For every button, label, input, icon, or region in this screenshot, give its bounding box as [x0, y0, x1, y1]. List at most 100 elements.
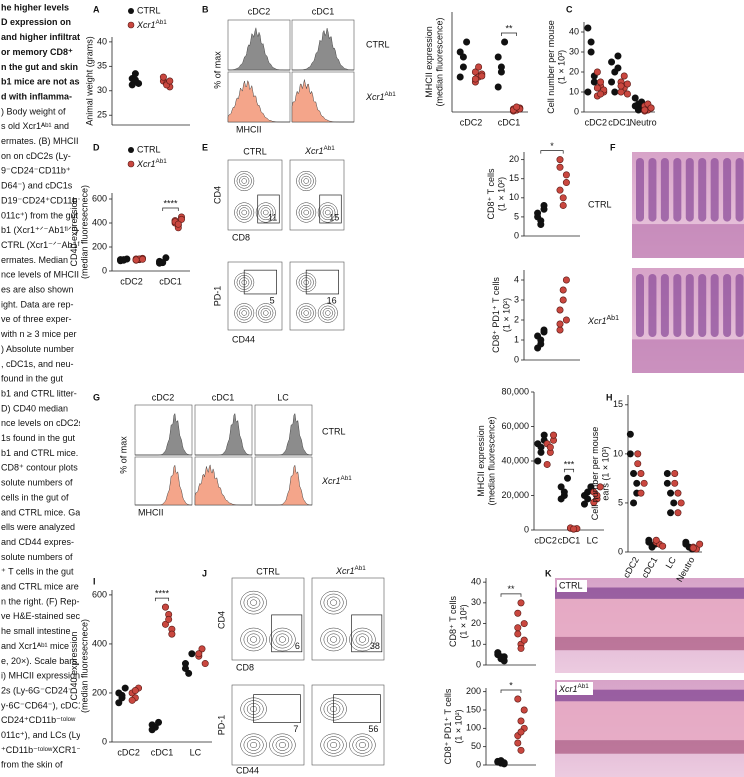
y-axis-label: ears (1 × 10³)	[600, 446, 610, 500]
contour	[326, 596, 341, 609]
y-tick-label: 20	[569, 66, 579, 76]
xcr1-point	[634, 450, 642, 458]
xcr1-point	[471, 75, 479, 83]
xcr1-name: Xcr1	[304, 146, 324, 156]
contour	[275, 739, 290, 751]
contour	[320, 204, 336, 221]
y-axis-label: CD40 expression	[69, 631, 79, 700]
histogram-frame	[254, 456, 313, 506]
contour	[330, 636, 338, 643]
contour	[322, 207, 333, 218]
villus	[660, 158, 669, 222]
xcr1-label: Xcr1Ab1	[587, 315, 619, 327]
contour	[301, 207, 312, 218]
label-bg	[557, 682, 593, 695]
label: CTRL	[137, 5, 161, 15]
xcr1-name: Xcr1	[365, 92, 385, 102]
y-axis-label: CD8⁺ PD1⁺ T cells	[491, 277, 501, 353]
panel-letter: K	[545, 568, 552, 578]
y-tick-label: 20	[471, 618, 481, 628]
xcr1-point	[195, 650, 203, 658]
significance: ****	[155, 589, 170, 599]
contour	[236, 204, 252, 221]
xcr1-point	[556, 186, 564, 194]
contour	[275, 633, 290, 646]
contour	[326, 633, 341, 646]
contour	[250, 636, 258, 643]
xcr1-point	[623, 80, 631, 88]
label: cDC1	[212, 392, 235, 402]
panel-letter: J	[202, 568, 207, 578]
epidermis	[555, 689, 744, 702]
caption-line: solute numbers of	[1, 552, 73, 562]
ctrl-point	[608, 78, 616, 86]
y-tick-label: 400	[92, 217, 107, 227]
xcr1-point	[617, 88, 625, 96]
xcr1-name: Xcr1	[136, 159, 156, 169]
y-tick-label: 20,000	[501, 490, 529, 500]
ctrl-point	[645, 536, 653, 544]
villus	[698, 158, 707, 222]
contour	[330, 599, 338, 606]
legend-dot	[127, 160, 135, 168]
ctrl-point	[156, 259, 164, 267]
gate	[253, 694, 301, 723]
villus	[710, 274, 719, 337]
xcr1-point	[550, 431, 558, 439]
xcr1-sup: Ab1	[156, 158, 168, 165]
contour	[303, 209, 309, 216]
y-tick-label: 200	[92, 687, 107, 697]
y-tick-label: 5	[514, 211, 519, 221]
gate	[319, 194, 342, 224]
y-tick-label: 30	[569, 46, 579, 56]
x-tick-label: Neutro	[630, 117, 657, 127]
caption-line: ve H&E-stained sec-	[1, 611, 83, 621]
xcr1-point	[161, 603, 169, 611]
ctrl-point	[118, 691, 126, 699]
caption-line: s old Xcr1ᴬᵇ¹ and	[1, 121, 69, 131]
ctrl-point	[682, 540, 690, 548]
contour	[236, 173, 252, 189]
ctrl-point	[456, 48, 464, 56]
xcr1-point	[478, 72, 486, 80]
xcr1-point	[562, 316, 570, 324]
panel-letter: E	[202, 142, 208, 152]
x-tick-label: LC	[190, 747, 202, 757]
cartilage	[555, 636, 744, 651]
caption-line: or memory CD8⁺	[1, 47, 73, 57]
caption-line: n the right. (F) Rep-	[1, 596, 80, 606]
ctrl-point	[626, 450, 634, 458]
caption-line: nce levels on cDC2s	[1, 418, 84, 428]
caption-line: 9⁻CD24⁻CD11b⁺	[1, 166, 71, 176]
caption-line: ells were analyzed	[1, 522, 75, 532]
y-tick-label: 0	[102, 265, 107, 275]
xcr1-sup: Ab1	[385, 91, 397, 98]
contour	[352, 736, 373, 754]
y-axis-label: (1 × 10²)	[458, 604, 468, 638]
ctrl-point	[537, 221, 545, 229]
label: cDC1	[312, 6, 335, 16]
label: CD44	[236, 765, 259, 775]
histogram	[135, 412, 193, 456]
label: cDC2	[152, 392, 175, 402]
contour	[278, 636, 286, 643]
label: CD4	[216, 611, 226, 629]
caption-line: y-6C⁻CD64⁻), cDC1s	[1, 700, 88, 710]
xcr1-point	[562, 179, 570, 187]
contour-frame	[231, 577, 305, 661]
contour	[258, 305, 274, 321]
xcr1-point	[168, 630, 176, 638]
caption-line: he small intestine	[1, 626, 71, 636]
xcr1-point	[517, 746, 525, 754]
xcr1-point	[513, 103, 521, 111]
label: LC	[277, 392, 289, 402]
contour	[239, 307, 250, 319]
label: CTRL	[366, 39, 390, 49]
xcr1-point	[546, 443, 554, 451]
xcr1-point	[517, 717, 525, 725]
y-axis-label: Cell number per mouse	[590, 427, 600, 521]
y-tick-label: 0	[514, 354, 519, 364]
x-tick-label: cDC2	[460, 117, 483, 127]
contour	[278, 741, 286, 749]
x-tick-label: cDC1	[159, 276, 182, 286]
